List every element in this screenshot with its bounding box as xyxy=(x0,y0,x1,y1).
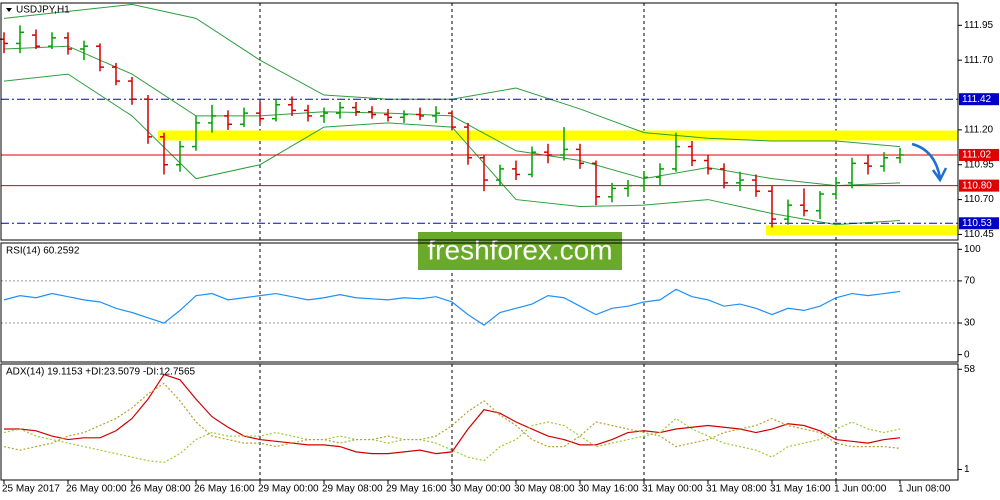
indicator-line xyxy=(3,417,901,464)
indicator-line xyxy=(3,382,901,451)
y-tick-label: 70 xyxy=(964,276,976,287)
y-tick-label: 58 xyxy=(964,364,976,375)
price-level-tag xyxy=(959,217,999,230)
x-tick-label: 29 May 16:00 xyxy=(386,484,447,495)
y-tick-label: 30 xyxy=(964,318,976,329)
chart-title: USDJPY,H1 xyxy=(16,5,70,16)
x-tick-label: 29 May 00:00 xyxy=(258,484,319,495)
x-tick-label: 26 May 16:00 xyxy=(194,484,255,495)
forecast-arrow xyxy=(911,142,948,183)
price-level-label: 111.02 xyxy=(962,150,992,161)
x-tick-label: 30 May 16:00 xyxy=(578,484,639,495)
y-tick-label: 100 xyxy=(964,244,981,255)
x-tick-label: 1 Jun 00:00 xyxy=(834,484,887,495)
price-level-tag xyxy=(959,179,999,192)
y-tick-label: 111.95 xyxy=(964,20,994,31)
y-tick-label: 110.95 xyxy=(964,159,994,170)
x-tick-label: 1 Jun 08:00 xyxy=(898,484,951,495)
price-level-label: 111.42 xyxy=(962,94,992,105)
adx-panel-frame xyxy=(0,363,959,481)
x-tick-label: 30 May 00:00 xyxy=(450,484,511,495)
x-tick-label: 31 May 16:00 xyxy=(770,484,831,495)
main-panel-frame xyxy=(0,2,959,241)
watermark-box xyxy=(418,232,622,270)
y-tick-label: 111.20 xyxy=(964,125,994,136)
x-tick-label: 26 May 08:00 xyxy=(130,484,191,495)
y-tick-label: 1 xyxy=(964,464,970,475)
plot-layer: freshforex.com 110.45110.70110.95111.2011… xyxy=(0,3,999,495)
y-tick-label: 0 xyxy=(964,349,970,360)
indicator-line xyxy=(3,288,901,326)
price-level-label: 110.80 xyxy=(962,180,992,191)
x-tick-label: 25 May 2017 xyxy=(2,484,60,495)
x-tick-label: 31 May 08:00 xyxy=(706,484,767,495)
price-level-label: 110.53 xyxy=(962,218,992,229)
watermark: freshforex.com xyxy=(418,232,622,270)
y-tick-label: 110.70 xyxy=(964,194,994,205)
price-level-tag xyxy=(959,148,999,161)
indicator-label: RSI(14) 60.2592 xyxy=(6,246,80,257)
indicator-label: ADX(14) 19.1153 +DI:23.5079 -DI:12.7565 xyxy=(6,367,196,378)
x-tick-label: 30 May 08:00 xyxy=(514,484,575,495)
x-tick-label: 26 May 00:00 xyxy=(66,484,127,495)
y-tick-label: 111.70 xyxy=(964,55,994,66)
x-tick-label: 29 May 08:00 xyxy=(322,484,383,495)
price-level-tag xyxy=(959,93,999,106)
x-tick-label: 31 May 00:00 xyxy=(642,484,703,495)
y-tick-label: 110.45 xyxy=(964,229,994,240)
rsi-panel-frame xyxy=(0,242,959,363)
watermark-text: freshforex.com xyxy=(427,234,612,265)
menu-triangle xyxy=(6,8,12,12)
